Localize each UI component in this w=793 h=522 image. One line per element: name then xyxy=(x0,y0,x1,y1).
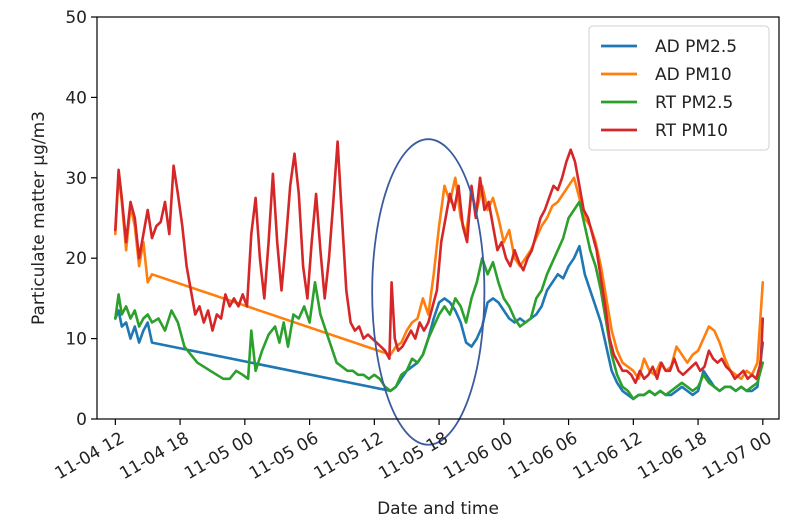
x-tick-label: 11-04 18 xyxy=(116,428,192,484)
x-tick-label: 11-07 00 xyxy=(699,428,775,484)
y-tick-label: 50 xyxy=(65,8,87,28)
x-tick-label: 11-06 18 xyxy=(634,428,710,484)
x-tick-label: 11-05 06 xyxy=(246,428,322,484)
y-tick-label: 40 xyxy=(65,88,87,108)
legend-label-rt-pm2-5: RT PM2.5 xyxy=(655,93,733,113)
highlight-ellipse xyxy=(371,138,486,446)
series-layer xyxy=(114,140,765,401)
legend-box xyxy=(588,25,770,151)
y-tick-label: 0 xyxy=(76,410,87,430)
x-tick-label: 11-04 12 xyxy=(52,428,128,484)
y-axis-label: Particulate matter μg/m3 xyxy=(29,111,49,325)
annotation-layer xyxy=(371,138,486,446)
x-tick-label: 11-05 12 xyxy=(311,428,387,484)
series-line-ad-pm10 xyxy=(114,172,765,381)
legend-label-ad-pm10: AD PM10 xyxy=(655,65,732,85)
x-axis-label: Date and time xyxy=(377,499,499,519)
x-tick-label: 11-06 00 xyxy=(440,428,516,484)
x-tick-label: 11-06 12 xyxy=(570,428,646,484)
x-tick-label: 11-05 00 xyxy=(181,428,257,484)
y-tick-label: 10 xyxy=(65,330,87,350)
y-axis: 0 10 20 30 40 50 xyxy=(65,8,97,430)
series-line-rt-pm10 xyxy=(114,140,765,385)
y-tick-label: 30 xyxy=(65,169,87,189)
y-tick-label: 20 xyxy=(65,249,87,269)
plot-frame xyxy=(96,16,780,420)
x-tick-label: 11-05 18 xyxy=(375,428,451,484)
legend-label-rt-pm10: RT PM10 xyxy=(655,121,728,141)
legend: AD PM2.5 AD PM10 RT PM2.5 RT PM10 xyxy=(588,25,770,151)
x-tick-label: 11-06 06 xyxy=(505,428,581,484)
series-line-rt-pm2-5 xyxy=(114,200,765,401)
legend-label-ad-pm2-5: AD PM2.5 xyxy=(655,37,737,57)
